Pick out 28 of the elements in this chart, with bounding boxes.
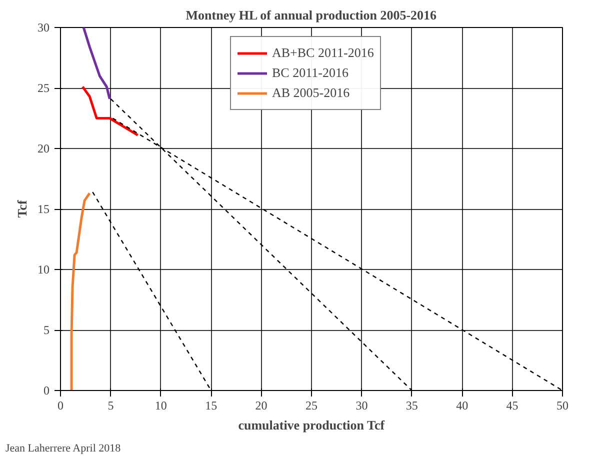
- line-series: [70, 192, 91, 390]
- y-tick-label: 5: [44, 323, 50, 337]
- text: Jean Laherrere April 2018: [6, 442, 122, 454]
- x-tick-label: 50: [556, 398, 568, 412]
- x-tick-label: 40: [456, 398, 468, 412]
- x-tick-label: 35: [406, 398, 418, 412]
- x-tick-label: 15: [205, 398, 218, 412]
- chart-title: Montney HL of annual production 2005-2016: [186, 8, 438, 22]
- x-tick-label: 5: [108, 398, 114, 412]
- x-tick-label: 30: [356, 398, 368, 412]
- y-tick-label: 10: [38, 262, 50, 276]
- x-tick-label: 45: [506, 398, 518, 412]
- legend-label: AB 2005-2016: [272, 85, 350, 101]
- legend-label: AB+BC 2011-2016: [272, 45, 374, 61]
- line-series: [82, 28, 111, 100]
- line-series: [81, 86, 140, 136]
- legend-label: BC 2011-2016: [272, 65, 348, 81]
- x-axis-title: cumulative production Tcf: [238, 418, 386, 432]
- y-tick-label: 0: [44, 384, 50, 398]
- y-tick-label: 20: [38, 142, 50, 156]
- y-tick-label: 25: [38, 81, 50, 95]
- y-tick-label: 15: [38, 202, 50, 216]
- x-tick-label: 20: [255, 398, 268, 412]
- y-axis-title: Tcf: [14, 200, 30, 218]
- y-tick-label: 30: [38, 20, 50, 34]
- x-tick-label: 0: [58, 398, 64, 412]
- x-tick-label: 10: [154, 398, 167, 412]
- x-tick-label: 25: [306, 398, 318, 412]
